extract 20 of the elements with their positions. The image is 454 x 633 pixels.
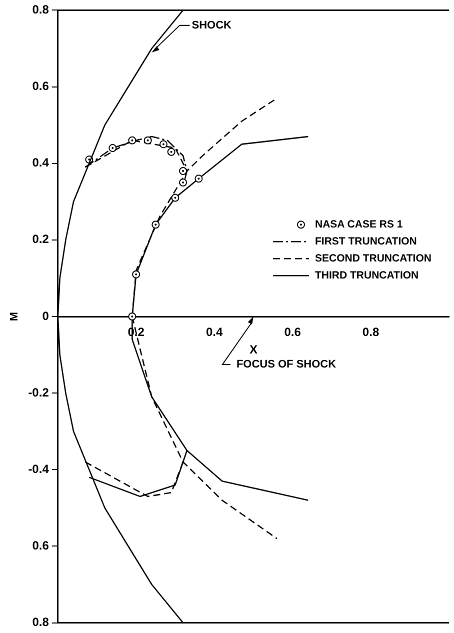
y-tick-label: 0.8: [32, 615, 50, 630]
annotation: FOCUS OF SHOCK: [236, 358, 336, 371]
y-tick-label: -0.2: [28, 385, 50, 400]
legend-label: FIRST TRUNCATION: [315, 236, 417, 248]
annotation: SHOCK: [192, 19, 232, 32]
y-tick-label: 0.6: [32, 79, 50, 94]
y-tick-label: 0.8: [32, 2, 50, 17]
legend-label: THIRD TRUNCATION: [315, 270, 419, 282]
legend-label: SECOND TRUNCATION: [315, 252, 432, 264]
x-tick-label: 0.6: [284, 325, 302, 340]
x-axis-title: X: [249, 342, 258, 356]
y-tick-label: 0.6: [32, 538, 50, 553]
y-tick-label: 0.4: [32, 156, 50, 170]
y-tick-label: 0.2: [32, 232, 50, 246]
y-tick-label: 0: [42, 308, 50, 323]
x-tick-label: 0.4: [206, 325, 223, 340]
y-axis-title: M: [8, 312, 21, 322]
x-tick-label: 0.8: [362, 325, 380, 340]
legend-label: NASA CASE RS 1: [315, 218, 403, 230]
y-tick-label: -0.4: [28, 462, 50, 476]
